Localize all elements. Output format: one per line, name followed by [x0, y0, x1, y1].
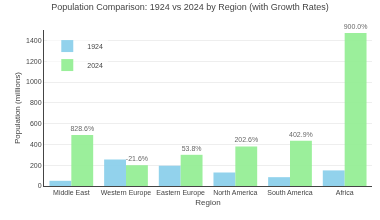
- svg-text:2024: 2024: [87, 62, 103, 69]
- svg-text:1000: 1000: [26, 78, 42, 85]
- svg-text:828.6%: 828.6%: [70, 125, 94, 132]
- svg-text:600: 600: [30, 120, 42, 127]
- svg-text:400: 400: [30, 141, 42, 148]
- svg-text:Region: Region: [195, 198, 220, 207]
- svg-text:0: 0: [38, 182, 42, 189]
- svg-text:1200: 1200: [26, 58, 42, 65]
- svg-text:800: 800: [30, 99, 42, 106]
- svg-text:Population (millions): Population (millions): [13, 72, 22, 144]
- svg-text:Africa: Africa: [336, 189, 354, 196]
- svg-text:900.0%: 900.0%: [344, 23, 368, 30]
- svg-text:South America: South America: [267, 189, 313, 196]
- svg-text:Western Europe: Western Europe: [101, 189, 152, 197]
- svg-text:Population Comparison: 1924 vs: Population Comparison: 1924 vs 2024 by R…: [51, 2, 329, 12]
- svg-text:53.8%: 53.8%: [182, 145, 202, 152]
- svg-text:402.9%: 402.9%: [289, 131, 313, 138]
- svg-text:1924: 1924: [87, 43, 103, 50]
- svg-text:200: 200: [30, 162, 42, 169]
- svg-text:Eastern Europe: Eastern Europe: [156, 189, 205, 197]
- svg-text:1400: 1400: [26, 37, 42, 44]
- svg-text:North America: North America: [213, 189, 257, 196]
- svg-text:Middle East: Middle East: [53, 189, 90, 196]
- svg-text:202.6%: 202.6%: [234, 136, 258, 143]
- svg-text:-21.6%: -21.6%: [126, 155, 148, 162]
